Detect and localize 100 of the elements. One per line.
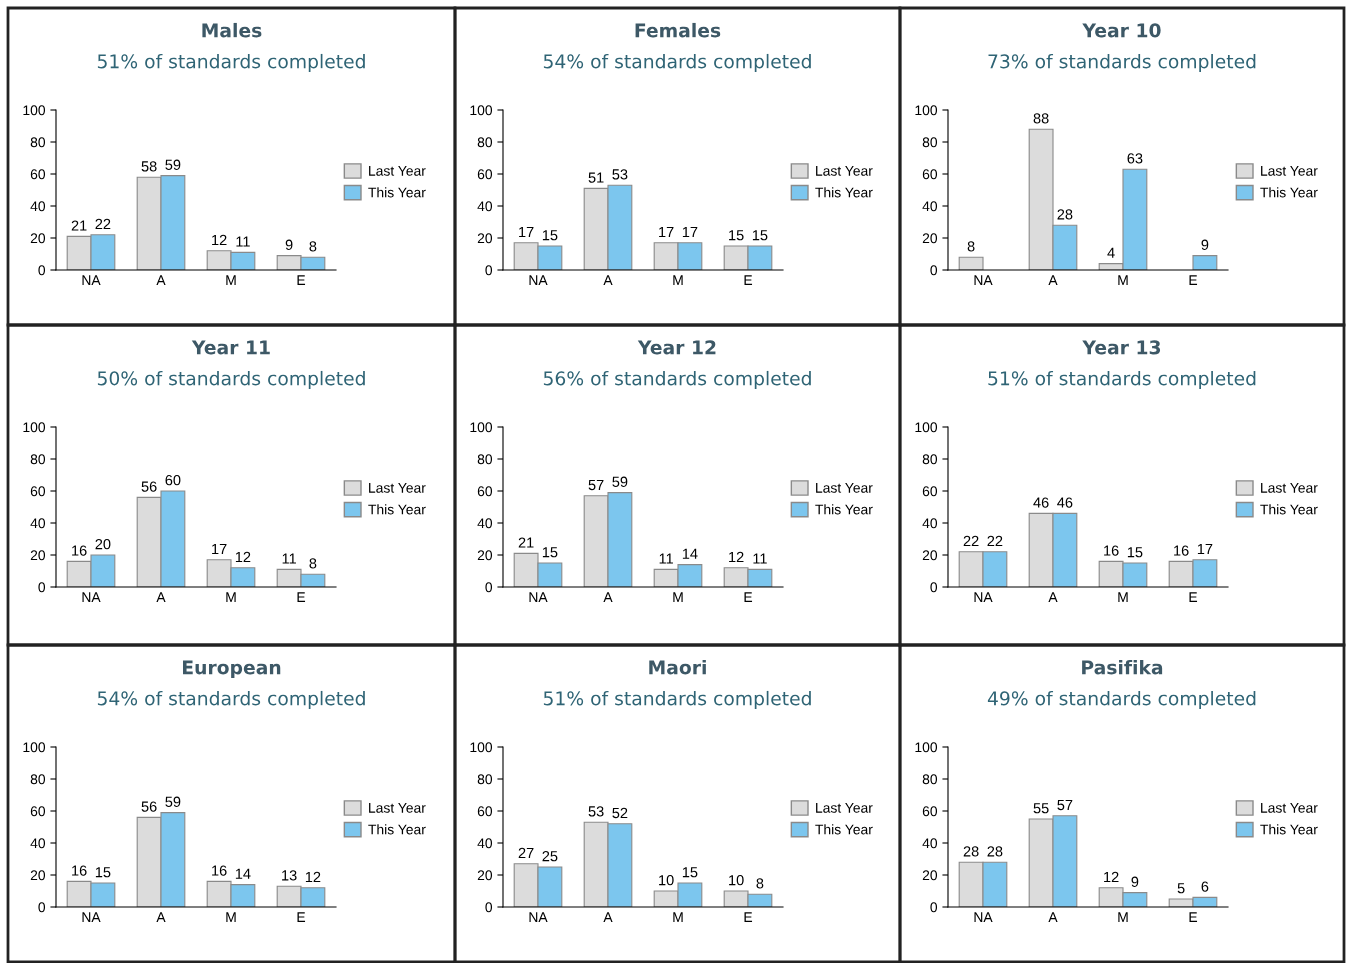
data-label: 14: [682, 548, 698, 559]
data-label: 8: [967, 241, 975, 252]
data-label: 11: [659, 553, 673, 564]
y-tick-label: 40: [922, 201, 938, 212]
y-tick-label: 0: [38, 902, 46, 913]
legend-label: This Year: [815, 824, 873, 835]
y-tick-label: 100: [23, 422, 46, 433]
legend-label: Last Year: [816, 803, 873, 813]
legend-label: Last Year: [369, 166, 426, 176]
legend-label: Last Year: [816, 166, 873, 176]
x-tick-label: NA: [82, 592, 101, 602]
x-tick-label: NA: [974, 912, 993, 922]
y-tick-label: 100: [470, 422, 493, 433]
y-tick-label: 60: [30, 806, 46, 817]
data-label: 57: [588, 479, 604, 491]
data-label: 16: [212, 865, 227, 876]
y-tick-label: 20: [922, 233, 938, 244]
data-label: 57: [1057, 799, 1073, 811]
data-label: 12: [729, 551, 744, 562]
x-tick-label: E: [297, 592, 306, 602]
chart-subtitle: 51% of standards completed: [97, 53, 365, 73]
chart-subtitle: 54% of standards completed: [97, 690, 365, 710]
data-label: 15: [95, 867, 111, 878]
data-label: 60: [165, 475, 181, 486]
data-label: 9: [1131, 876, 1139, 887]
y-tick-label: 80: [922, 774, 938, 785]
data-label: 5: [1177, 883, 1185, 894]
data-label: 16: [72, 545, 87, 556]
y-tick-label: 40: [477, 838, 493, 849]
x-tick-label: A: [1048, 275, 1058, 285]
y-tick-label: 100: [23, 742, 46, 753]
y-tick-label: 0: [485, 582, 493, 593]
data-label: 12: [235, 551, 251, 562]
y-tick-label: 0: [930, 902, 938, 913]
x-tick-label: M: [1118, 275, 1128, 285]
x-tick-label: A: [156, 592, 166, 602]
chart-title: Females: [635, 22, 721, 38]
data-label: 20: [95, 539, 111, 550]
y-tick-label: 40: [922, 838, 938, 849]
x-tick-label: A: [603, 912, 613, 922]
chart-title: Year 12: [637, 340, 716, 355]
x-tick-label: A: [1048, 912, 1058, 922]
data-label: 28: [963, 846, 979, 857]
data-label: 12: [305, 871, 321, 882]
y-tick-label: 60: [922, 486, 938, 497]
legend-label: This Year: [368, 824, 426, 835]
data-label: 46: [1057, 497, 1073, 508]
y-tick-label: 20: [30, 870, 46, 881]
legend-label: This Year: [368, 187, 426, 198]
y-tick-label: 80: [477, 774, 493, 785]
y-tick-label: 0: [485, 902, 493, 913]
data-label: 25: [542, 851, 558, 862]
legend-label: Last Year: [1261, 803, 1318, 813]
data-label: 58: [141, 161, 157, 172]
y-tick-label: 40: [30, 518, 46, 529]
data-label: 88: [1033, 113, 1049, 124]
x-tick-label: A: [156, 275, 166, 285]
chart-title: European: [183, 660, 281, 679]
data-label: 17: [519, 226, 534, 237]
legend-label: Last Year: [369, 803, 426, 813]
y-tick-label: 40: [477, 201, 493, 212]
chart-subtitle: 54% of standards completed: [543, 53, 811, 73]
y-tick-label: 20: [477, 550, 493, 561]
data-label: 12: [212, 234, 227, 245]
data-label: 15: [729, 230, 744, 241]
data-label: 10: [659, 875, 674, 886]
data-label: 22: [963, 535, 979, 546]
y-tick-label: 0: [930, 265, 938, 276]
x-tick-label: NA: [82, 912, 101, 922]
chart-subtitle: 50% of standards completed: [97, 370, 365, 390]
x-tick-label: E: [1189, 592, 1198, 602]
data-label: 8: [756, 878, 764, 889]
y-tick-label: 0: [38, 265, 46, 276]
x-tick-label: NA: [82, 275, 101, 285]
chart-title: Maori: [649, 659, 706, 675]
y-tick-label: 60: [922, 806, 938, 817]
x-tick-label: E: [744, 912, 753, 922]
legend-label: This Year: [1260, 824, 1318, 835]
data-label: 8: [309, 558, 317, 569]
y-tick-label: 60: [30, 169, 46, 180]
x-tick-label: M: [673, 275, 683, 285]
y-tick-label: 60: [477, 169, 493, 180]
legend-label: This Year: [815, 504, 873, 515]
data-label: 22: [95, 218, 111, 229]
y-tick-label: 80: [30, 137, 46, 148]
data-label: 55: [1033, 803, 1049, 814]
legend-label: Last Year: [369, 483, 426, 493]
x-tick-label: NA: [974, 592, 993, 602]
y-tick-label: 20: [922, 550, 938, 561]
y-tick-label: 100: [915, 105, 938, 116]
x-tick-label: M: [1118, 592, 1128, 602]
data-label: 15: [1127, 547, 1143, 558]
data-label: 4: [1107, 247, 1115, 258]
chart-subtitle: 49% of standards completed: [987, 690, 1256, 710]
bar: [1192, 255, 1218, 270]
chart-subtitle: 73% of standards completed: [988, 53, 1256, 73]
x-tick-label: M: [226, 592, 236, 602]
x-tick-label: NA: [974, 275, 993, 285]
data-label: 51: [588, 172, 604, 183]
y-tick-label: 100: [470, 105, 493, 116]
